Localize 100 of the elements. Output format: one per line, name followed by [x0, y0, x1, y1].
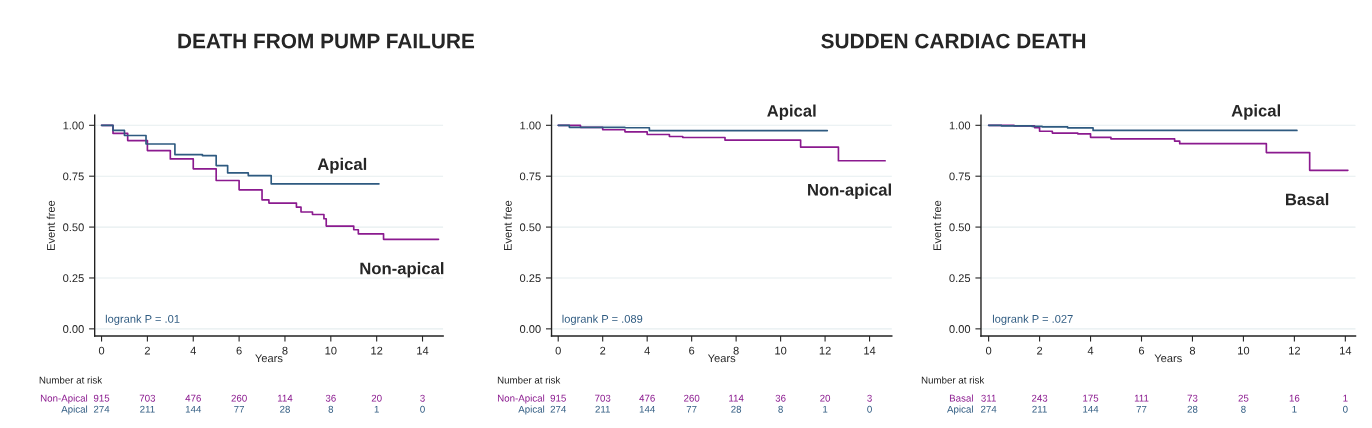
- x-axis-title: Years: [1154, 354, 1182, 363]
- series-label: Non-apical: [360, 262, 444, 278]
- text: 311: [981, 394, 996, 402]
- text: 0: [1343, 405, 1348, 413]
- text: 175: [1083, 394, 1099, 402]
- x-tick-label: 10: [325, 346, 337, 355]
- text: 25: [1238, 394, 1249, 402]
- text: 144: [639, 405, 655, 413]
- text: Number at risk: [497, 376, 561, 384]
- x-tick-label: 12: [1289, 346, 1301, 355]
- text: 28: [280, 405, 290, 413]
- text: 211: [1032, 405, 1047, 413]
- text: 703: [139, 394, 156, 402]
- text: 915: [550, 394, 566, 402]
- text: 1: [374, 405, 379, 413]
- text: 8: [778, 405, 783, 413]
- text: 77: [1136, 405, 1147, 413]
- y-tick-label: 0.50: [519, 223, 541, 232]
- series-label: Apical: [767, 104, 816, 121]
- text: Apical: [61, 405, 88, 415]
- y-tick-label: 0.75: [949, 172, 971, 181]
- y-tick-label: 1.00: [520, 121, 541, 130]
- series-label: Basal: [1286, 193, 1329, 206]
- x-tick-label: 14: [417, 346, 429, 355]
- text: 274: [981, 405, 997, 413]
- chart-title: DEATH FROM PUMP FAILURE: [178, 33, 475, 49]
- text: 3: [867, 394, 872, 402]
- x-tick-label: 12: [819, 346, 831, 355]
- y-tick-label: 0.75: [519, 172, 541, 181]
- x-tick-label: 4: [190, 346, 197, 355]
- text: 114: [729, 394, 744, 402]
- text: 111: [1134, 394, 1149, 402]
- y-axis-title: Event free: [503, 200, 512, 250]
- text: 274: [93, 405, 110, 413]
- text: 77: [686, 405, 697, 413]
- text: 0: [867, 405, 872, 413]
- text: Apical: [518, 405, 545, 415]
- text: 3: [420, 394, 425, 402]
- x-tick-label: 2: [1037, 346, 1043, 355]
- y-tick-label: 0.25: [949, 274, 971, 283]
- text: 476: [185, 394, 201, 402]
- annotation: logrank P = .089: [562, 314, 643, 326]
- text: 0: [420, 405, 425, 413]
- text: 476: [639, 394, 655, 402]
- text: 144: [185, 405, 202, 413]
- text: 243: [1031, 394, 1048, 402]
- text: Non-Apical: [40, 394, 88, 404]
- text: 260: [684, 394, 700, 402]
- text: 28: [1187, 405, 1198, 413]
- x-tick-label: 0: [555, 346, 561, 355]
- x-tick-label: 10: [775, 346, 787, 355]
- x-axis-title: Years: [707, 354, 736, 363]
- text: 20: [820, 394, 831, 402]
- y-tick-label: 0.50: [63, 223, 84, 232]
- y-tick-label: 0.00: [519, 325, 541, 333]
- text: 20: [371, 394, 382, 402]
- y-tick-label: 1.00: [949, 121, 971, 130]
- text: 28: [731, 405, 742, 413]
- text: 8: [1241, 405, 1246, 413]
- y-axis-title: Event free: [46, 200, 55, 250]
- x-tick-label: 14: [1340, 346, 1352, 355]
- annotation: logrank P = .027: [992, 314, 1073, 326]
- x-tick-label: 14: [864, 346, 876, 355]
- text: Non-Apical: [497, 394, 545, 404]
- x-axis-title: Years: [255, 354, 283, 363]
- text: Number at risk: [921, 376, 985, 384]
- text: 211: [595, 405, 610, 413]
- y-tick-label: 0.00: [63, 325, 84, 333]
- text: Number at risk: [39, 376, 103, 384]
- y-tick-label: 0.25: [63, 274, 84, 283]
- text: 274: [550, 405, 567, 413]
- text: SUDDEN CARDIAC DEATH: [821, 33, 1086, 49]
- text: Basal: [949, 394, 973, 402]
- text: 16: [1289, 394, 1300, 402]
- x-tick-label: 8: [1189, 346, 1196, 355]
- text: 1: [823, 405, 828, 413]
- x-tick-label: 2: [144, 346, 150, 355]
- x-tick-label: 2: [600, 346, 606, 355]
- series-label: Apical: [317, 157, 367, 174]
- text: 1: [1292, 405, 1297, 413]
- x-tick-label: 0: [985, 346, 992, 355]
- text: 73: [1187, 394, 1198, 402]
- x-tick-label: 12: [371, 346, 383, 355]
- text: 36: [325, 394, 336, 402]
- text: 36: [775, 394, 786, 402]
- annotation: logrank P = .01: [105, 314, 180, 326]
- x-tick-label: 4: [1087, 346, 1094, 355]
- x-tick-label: 6: [1138, 346, 1145, 355]
- x-tick-label: 6: [236, 346, 242, 355]
- text: 1: [1343, 394, 1348, 402]
- y-tick-label: 0.25: [519, 274, 541, 283]
- x-tick-label: 0: [98, 346, 105, 355]
- text: 8: [328, 405, 334, 413]
- y-tick-label: 0.75: [63, 172, 84, 181]
- text: Apical: [947, 405, 973, 415]
- y-tick-label: 1.00: [63, 121, 84, 130]
- y-axis-title: Event free: [933, 200, 942, 250]
- series-label: Apical: [1231, 104, 1280, 120]
- text: 915: [93, 394, 110, 402]
- x-tick-label: 8: [282, 346, 288, 355]
